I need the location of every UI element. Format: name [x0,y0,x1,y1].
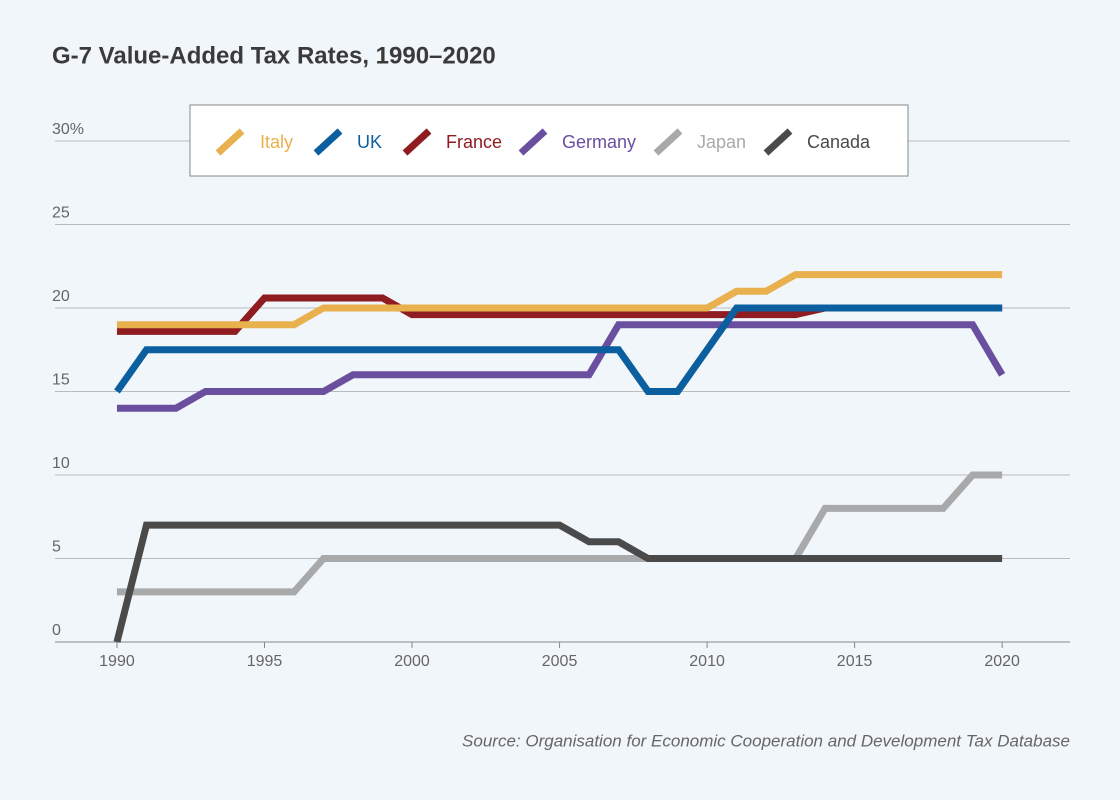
legend-swatch [402,128,432,156]
legend-label: UK [357,132,382,152]
legend-label: France [446,132,502,152]
x-tick-label: 1990 [99,653,135,670]
legend-label: Japan [697,132,746,152]
x-tick-label: 1995 [247,653,283,670]
legend-swatch [763,128,793,156]
x-tick-label: 2015 [837,653,873,670]
legend-swatch [313,128,343,156]
legend-label: Germany [562,132,636,152]
chart-title: G-7 Value-Added Tax Rates, 1990–2020 [52,42,496,69]
series-line [113,521,1003,643]
y-tick-label: 25 [52,205,70,222]
legend-label: Italy [260,132,293,152]
x-tick-label: 2005 [542,653,578,670]
series-line [116,271,1003,329]
series-line [114,304,1003,395]
series-line [116,471,1003,596]
legend-box [189,104,909,177]
legend-label: Canada [807,132,871,152]
y-tick-label: 15 [52,372,70,389]
y-tick-label: 30% [52,121,84,138]
y-tick-label: 10 [52,455,70,472]
legend-swatch [518,128,548,156]
y-tick-label: 5 [52,539,61,556]
x-tick-label: 2010 [689,653,725,670]
y-tick-label: 20 [52,288,70,305]
source-note: Source: Organisation for Economic Cooper… [462,731,1070,750]
legend-swatch [653,128,683,156]
x-tick-label: 2000 [394,653,430,670]
legend: Italy UK France Germany Japan Canada [189,104,909,177]
series-line [116,321,1006,412]
y-tick-label: 0 [52,622,61,639]
x-tick-label: 2020 [984,653,1020,670]
legend-swatch [215,128,245,156]
